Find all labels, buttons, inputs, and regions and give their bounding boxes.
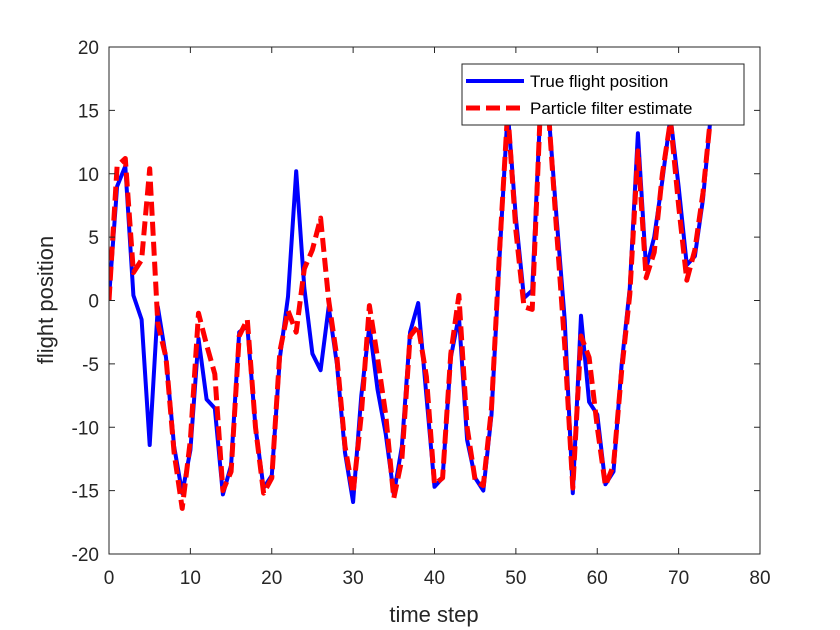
- x-tick-label: 0: [104, 568, 115, 589]
- y-tick-label: 15: [78, 101, 99, 122]
- y-tick-label: 10: [78, 165, 99, 186]
- x-tick-label: 40: [424, 568, 445, 589]
- legend-label-true-position: True flight position: [530, 72, 668, 91]
- y-tick-label: -5: [82, 355, 99, 376]
- x-tick-label: 70: [668, 568, 689, 589]
- y-tick-label: -20: [72, 545, 99, 566]
- legend-box: [461, 63, 745, 126]
- ticks-layer: 0 10 20 30 40 50 60 70 80 -20 -15 -10 -5 0 5 10 15 20: [72, 38, 771, 589]
- y-tick-label: -15: [72, 482, 99, 503]
- x-tick-label: 20: [261, 568, 282, 589]
- y-tick-label: -10: [72, 418, 99, 439]
- x-tick-label: 80: [749, 568, 770, 589]
- x-tick-label: 10: [180, 568, 201, 589]
- x-axis-label: time step: [389, 602, 478, 627]
- x-tick-label: 60: [587, 568, 608, 589]
- series-line-particle-filter: [109, 107, 714, 511]
- legend: True flight position Particle filter est…: [461, 63, 745, 126]
- x-tick-label: 50: [505, 568, 526, 589]
- y-tick-label: 0: [88, 292, 99, 313]
- legend-label-particle-filter: Particle filter estimate: [530, 99, 693, 118]
- x-tick-label: 30: [343, 568, 364, 589]
- y-axis-label: flight position: [33, 236, 58, 364]
- y-tick-label: 20: [78, 38, 99, 59]
- y-tick-label: 5: [88, 228, 99, 249]
- series-layer: [109, 107, 714, 511]
